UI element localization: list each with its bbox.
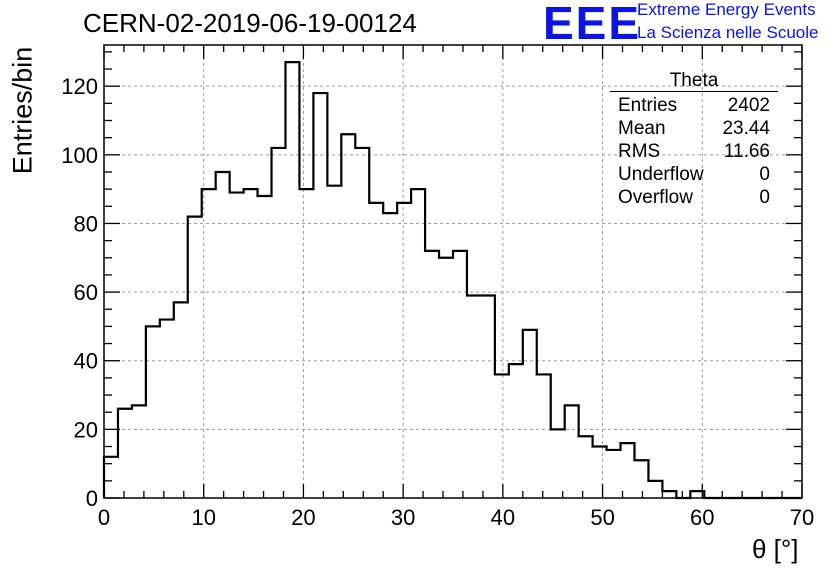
- histogram-bin: [593, 447, 607, 498]
- plot-frame: [103, 44, 803, 499]
- histogram-bin: [104, 457, 118, 498]
- stats-value: 11.66: [723, 141, 770, 162]
- y-tick-label: 60: [74, 280, 98, 305]
- stats-label: Entries: [618, 95, 678, 116]
- histogram-bin: [565, 405, 579, 498]
- histogram-bin: [523, 330, 537, 498]
- stats-value: 2402: [727, 95, 770, 116]
- stats-label: RMS: [618, 141, 661, 162]
- x-tick-label: 10: [191, 505, 215, 530]
- histogram-bin: [607, 450, 621, 498]
- histogram-bin: [509, 364, 523, 498]
- histogram-bin: [285, 62, 299, 498]
- stats-label: Underflow: [618, 164, 704, 185]
- histogram-bin: [160, 320, 174, 498]
- histogram-bin: [579, 436, 593, 498]
- stats-value: 23.44: [722, 118, 770, 139]
- histogram-bin: [202, 189, 216, 498]
- eee-logo: EEE: [543, 0, 642, 49]
- histogram-bin: [146, 326, 160, 498]
- stats-label: Mean: [618, 118, 666, 139]
- logo-line-2: La Scienza nelle Scuole: [637, 23, 819, 42]
- x-tick-label: 20: [291, 505, 315, 530]
- histogram-bin: [439, 258, 453, 498]
- grid-lines: [104, 45, 802, 498]
- histogram-bin: [272, 148, 286, 498]
- x-tick-label: 0: [98, 505, 110, 530]
- x-axis-label: θ [°]: [752, 534, 799, 564]
- x-tick-label: 70: [790, 505, 814, 530]
- histogram-bin: [551, 429, 565, 498]
- histogram-bin: [425, 251, 439, 498]
- stats-row-overflow: Overflow 0: [610, 186, 778, 209]
- axis-ticks: [103, 45, 803, 499]
- histogram-bin: [537, 374, 551, 498]
- y-tick-label: 20: [74, 417, 98, 442]
- stats-title: Theta: [610, 70, 778, 92]
- histogram-bin: [299, 189, 313, 498]
- stats-row-underflow: Underflow 0: [610, 163, 778, 186]
- histogram-bin: [216, 172, 230, 498]
- histogram-bin: [244, 189, 258, 498]
- histogram-bin: [174, 302, 188, 498]
- histogram-bin: [327, 186, 341, 498]
- histogram-bin: [634, 460, 648, 498]
- histogram-outline: [102, 61, 802, 500]
- stats-row-rms: RMS 11.66: [610, 140, 778, 163]
- y-tick-label: 0: [86, 486, 98, 511]
- histogram-bin: [132, 405, 146, 498]
- y-tick-label: 40: [74, 349, 98, 374]
- x-tick-label: 30: [391, 505, 415, 530]
- histogram-bin: [397, 203, 411, 498]
- chart-title: CERN-02-2019-06-19-00124: [83, 8, 417, 38]
- stats-row-entries: Entries 2402: [610, 94, 778, 117]
- y-tick-label: 100: [61, 143, 98, 168]
- histogram-bin: [453, 251, 467, 498]
- histogram-bin: [481, 296, 495, 498]
- stats-value: 0: [759, 164, 770, 185]
- stats-box: Theta Entries 2402 Mean 23.44 RMS 11.66 …: [610, 70, 778, 209]
- histogram-bin: [383, 213, 397, 498]
- x-tick-label: 40: [491, 505, 515, 530]
- y-tick-label: 80: [74, 211, 98, 236]
- histogram-bin: [355, 148, 369, 498]
- x-tick-label: 50: [590, 505, 614, 530]
- y-tick-label: 120: [61, 74, 98, 99]
- stats-value: 0: [759, 187, 770, 208]
- tick-labels: 0 10 20 30 40 50 60 70 0 20 40 60 80 100 120: [61, 74, 814, 530]
- logo-line-1: Extreme Energy Events: [637, 0, 816, 19]
- x-tick-label: 60: [690, 505, 714, 530]
- histogram-bin: [258, 196, 272, 498]
- histogram-bin: [495, 374, 509, 498]
- stats-label: Overflow: [618, 187, 693, 208]
- histogram-bin: [230, 193, 244, 498]
- histogram-series: [102, 61, 802, 500]
- stats-row-mean: Mean 23.44: [610, 117, 778, 140]
- y-axis-label: Entries/bin: [7, 46, 38, 175]
- histogram-bin: [621, 443, 635, 498]
- histogram-bin: [118, 409, 132, 498]
- axes-frame: [103, 44, 803, 499]
- histogram-bin: [341, 134, 355, 498]
- histogram-bin: [188, 217, 202, 498]
- histogram-bin: [648, 481, 662, 498]
- histogram-bin: [313, 93, 327, 498]
- histogram-bin: [411, 189, 425, 498]
- histogram-bin: [369, 203, 383, 498]
- histogram-bin: [467, 296, 481, 498]
